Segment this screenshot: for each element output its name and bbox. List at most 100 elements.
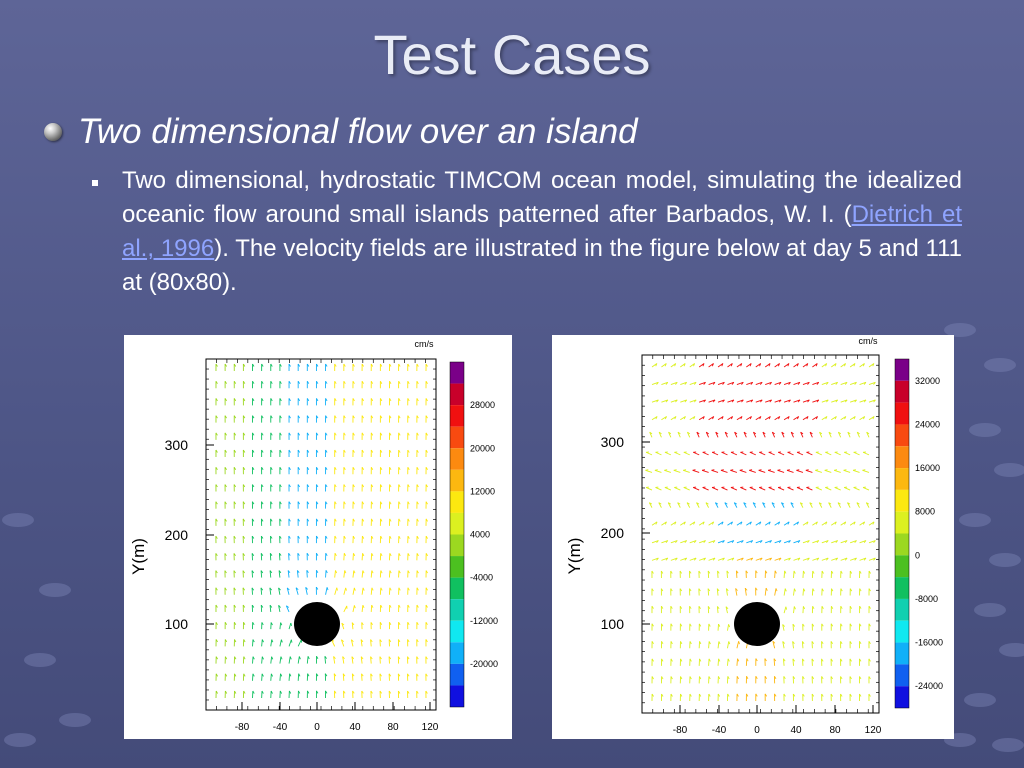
velocity-arrow-head [370, 432, 374, 436]
colorbar-label: 0 [915, 550, 920, 560]
velocity-arrow-head [654, 469, 658, 471]
velocity-arrow-head [707, 606, 711, 609]
velocity-arrow-head [316, 380, 319, 384]
velocity-arrow [821, 363, 827, 368]
velocity-arrow [749, 469, 756, 473]
x-tick-label: 80 [387, 722, 399, 733]
velocity-arrow-head [859, 641, 862, 645]
velocity-arrow-head [370, 415, 374, 419]
velocity-arrow-head [821, 606, 824, 609]
velocity-arrow-head [741, 399, 744, 403]
velocity-arrow [736, 381, 744, 386]
velocity-arrow-head [243, 690, 246, 694]
velocity-arrow [270, 656, 273, 664]
colorbar-swatch [895, 620, 909, 643]
velocity-arrow-head [769, 557, 772, 561]
velocity-arrow [735, 570, 738, 578]
velocity-arrow-head [224, 621, 228, 625]
velocity-arrow-head [215, 363, 218, 367]
velocity-arrow-head [844, 540, 848, 544]
velocity-arrow [686, 502, 691, 508]
velocity-arrow [831, 521, 837, 526]
velocity-arrow [828, 431, 832, 438]
velocity-arrow-head [398, 484, 401, 488]
velocity-arrow-head [278, 570, 282, 574]
velocity-arrow [714, 502, 719, 508]
velocity-arrow [716, 588, 719, 596]
colorbar-swatch [895, 468, 909, 490]
velocity-arrow-head [863, 540, 867, 544]
velocity-arrow [843, 487, 851, 491]
velocity-arrow-head [233, 467, 237, 470]
velocity-arrow-head [774, 676, 777, 679]
velocity-arrow [649, 431, 653, 438]
velocity-arrow [261, 639, 263, 647]
velocity-arrow-head [811, 658, 815, 662]
velocity-arrow [765, 557, 772, 561]
velocity-arrow-head [668, 431, 672, 435]
velocity-arrow-head [768, 363, 771, 367]
velocity-arrow-head [224, 432, 227, 436]
velocity-arrow-head [334, 432, 337, 436]
velocity-arrow-head [398, 467, 401, 470]
velocity-arrow-head [343, 449, 346, 453]
velocity-arrow [288, 673, 291, 681]
velocity-arrow [658, 502, 662, 508]
velocity-arrow-head [805, 469, 809, 471]
velocity-arrow [305, 587, 308, 595]
velocity-arrow [730, 469, 738, 473]
velocity-arrow-head [271, 639, 274, 643]
velocity-arrow-head [792, 693, 796, 697]
velocity-arrow-head [750, 540, 754, 544]
velocity-arrow-head [788, 382, 791, 385]
velocity-arrow [802, 416, 809, 421]
velocity-arrow-head [343, 501, 346, 505]
velocity-arrow-head [859, 676, 862, 680]
velocity-arrow-head [840, 693, 843, 697]
plot-frame [641, 354, 880, 714]
velocity-arrow [689, 540, 697, 544]
velocity-arrow-head [755, 570, 758, 574]
velocity-arrow-head [702, 521, 705, 525]
velocity-arrow [759, 487, 766, 491]
velocity-arrow-head [703, 540, 706, 544]
velocity-arrow-head [693, 557, 697, 561]
velocity-arrow-head [708, 623, 711, 627]
velocity-arrow-head [844, 399, 848, 403]
velocity-arrow-head [416, 553, 419, 557]
velocity-arrow-head [802, 693, 805, 697]
velocity-arrow [680, 416, 686, 421]
velocity-arrow [651, 399, 659, 403]
velocity-arrow-head [278, 587, 281, 591]
velocity-arrow-head [773, 658, 777, 662]
velocity-arrow-head [689, 658, 692, 662]
velocity-arrow-head [351, 639, 354, 643]
velocity-field-plot-day111: -80 -40 0 40 80 120 300 200 100 Y(m) cm/s 32000 2400… [552, 335, 954, 739]
velocity-arrow-head [656, 540, 659, 544]
velocity-arrow-head [651, 641, 654, 645]
velocity-arrow-head [854, 399, 857, 403]
colorbar-swatch [450, 362, 464, 384]
velocity-arrow-head [361, 622, 364, 626]
velocity-arrow-head [416, 432, 419, 436]
velocity-arrow [777, 469, 785, 473]
velocity-arrow [724, 502, 728, 508]
bullet-level1: Two dimensional flow over an island [44, 112, 638, 152]
velocity-arrow-head [872, 363, 875, 367]
velocity-arrow [764, 363, 771, 368]
velocity-arrow [674, 487, 681, 491]
citation-link[interactable]: Dietrich et al., 1996 [122, 201, 962, 262]
velocity-arrow-head [343, 535, 346, 539]
velocity-arrow [792, 641, 794, 649]
velocity-arrow-head [297, 398, 301, 402]
velocity-arrow-head [769, 382, 772, 385]
velocity-arrow-head [651, 570, 654, 574]
velocity-arrow-head [233, 501, 237, 505]
background-dot [984, 358, 1016, 372]
colorbar-swatch [895, 489, 909, 512]
velocity-arrow [689, 363, 695, 368]
velocity-arrow-head [370, 639, 373, 643]
velocity-arrow-head [425, 587, 428, 591]
velocity-arrow-head [778, 521, 781, 525]
background-dot [959, 513, 991, 527]
